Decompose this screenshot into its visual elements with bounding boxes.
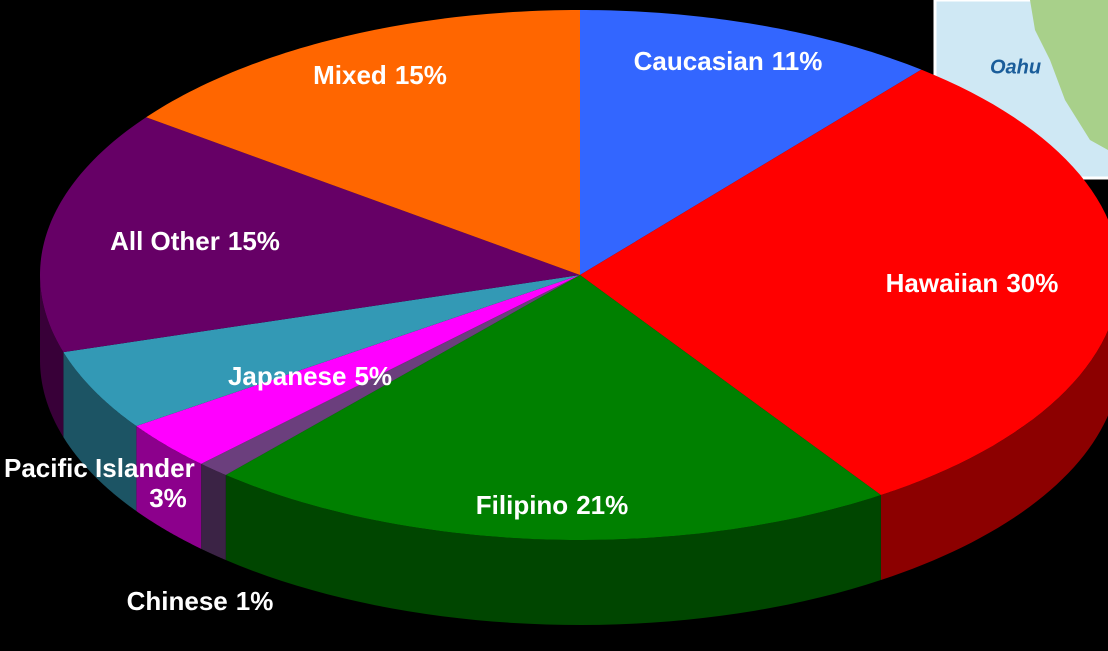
category-label: Caucasian [634,46,764,76]
value-label: 5% [354,361,392,391]
value-label: 30% [1006,268,1058,298]
data-label: All Other 15% [110,226,280,256]
category-label: Japanese [228,361,347,391]
data-label: Chinese 1% [127,586,274,616]
value-label: 15% [228,226,280,256]
value-label: 21% [576,490,628,520]
category-label: All Other [110,226,220,256]
category-label: Chinese [127,586,228,616]
slice-side [201,464,226,560]
value-label: 11% [772,46,823,76]
value-label: 15% [395,60,447,90]
value-label: 1% [236,586,274,616]
data-label: Filipino 21% [476,490,628,520]
value-label: 3% [149,483,187,513]
category-label: Hawaiian [886,268,999,298]
category-label: Filipino [476,490,568,520]
chart: Oahu Caucasian 11% Hawaiian30% Filipino 21% C… [0,0,1108,651]
category-label: Mixed [313,60,387,90]
map-label: Oahu [990,56,1041,78]
data-label: Caucasian 11% [634,46,823,76]
data-label: Mixed 15% [313,60,447,90]
category-label: Pacific Islander [4,453,195,483]
